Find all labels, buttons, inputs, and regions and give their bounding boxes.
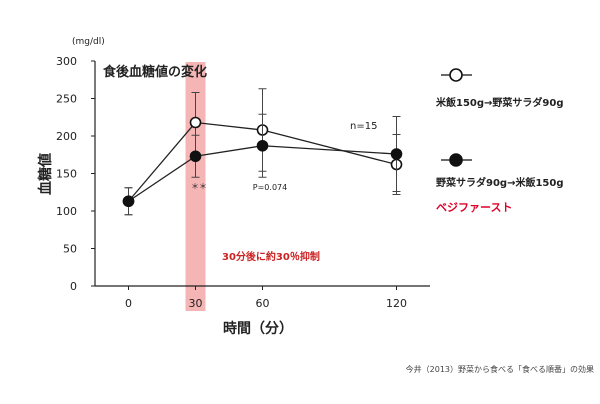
series-1-point — [189, 116, 202, 129]
legend-label-series-2: 野菜サラダ90g→米飯150g — [436, 176, 564, 189]
x-axis-label: 時間（分） — [223, 320, 293, 337]
source-note: 今井（2013）野菜から食べる「食べる順番」の効果 — [406, 364, 594, 374]
legend-vegi-first: ベジファースト — [436, 201, 512, 214]
series-2-point — [390, 148, 403, 160]
series-2-point — [122, 195, 135, 208]
x-tick-label: 30 — [189, 297, 203, 310]
series-2-point — [256, 139, 269, 152]
x-tick-label: 0 — [125, 297, 132, 310]
x-tick-label: 120 — [386, 297, 407, 310]
y-tick-label: 150 — [56, 168, 77, 181]
legend-marker-series-2 — [449, 153, 463, 167]
n-annotation: n=15 — [350, 121, 377, 132]
y-tick-label: 250 — [56, 93, 77, 106]
x-tick-label: 60 — [256, 297, 270, 310]
y-tick-label: 300 — [56, 55, 77, 68]
y-tick-label: 50 — [63, 243, 77, 256]
legend-label-series-1: 米飯150g→野菜サラダ90g — [436, 96, 564, 109]
y-tick-label: 0 — [70, 280, 77, 293]
legend-marker-series-1 — [449, 68, 463, 82]
p-value-annotation: P=0.074 — [253, 183, 287, 192]
highlight-note: 30分後に約30％抑制 — [222, 250, 320, 263]
series-2-line — [128, 145, 397, 202]
unit-label: (mg/dl) — [72, 37, 105, 47]
y-axis-label: 血糖値 — [37, 153, 54, 195]
chart-title: 食後血糖値の変化 — [103, 64, 207, 80]
series-1-line — [128, 121, 397, 202]
significance-mark: ＊＊ — [191, 182, 207, 191]
series-2-point — [189, 150, 202, 163]
y-tick-label: 100 — [56, 205, 77, 218]
y-tick-label: 200 — [56, 130, 77, 143]
